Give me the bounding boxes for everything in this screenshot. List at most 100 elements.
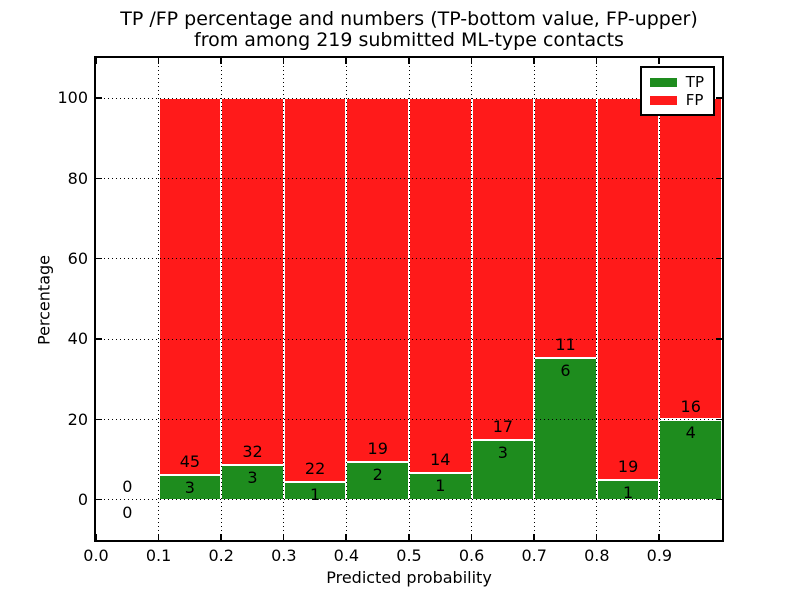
tp-bar-segment	[346, 461, 409, 500]
y-tick-label: 60	[67, 248, 88, 268]
fp-count-label: 17	[492, 416, 514, 436]
x-gridline	[158, 58, 160, 540]
legend-label-fp: FP	[685, 91, 704, 109]
y-tick-label: 20	[67, 409, 88, 429]
tp-count-label: 4	[685, 422, 696, 442]
fp-count-label: 22	[304, 459, 326, 479]
x-tick-label: 0.8	[584, 546, 610, 565]
x-tick-label: 0.2	[208, 546, 234, 565]
x-tick-mark	[470, 534, 473, 540]
fp-bar-segment	[596, 98, 660, 480]
x-tick-mark	[95, 58, 97, 64]
x-tick-label: 0.4	[333, 546, 360, 565]
y-tick-label: 40	[67, 329, 88, 349]
legend: TP FP	[639, 66, 715, 116]
fp-bar-segment	[346, 98, 409, 462]
y-tick-mark	[716, 338, 722, 340]
x-tick-mark	[345, 58, 347, 64]
x-tick-mark	[282, 58, 285, 64]
fp-bar-segment	[471, 98, 535, 440]
y-tick-label: 0	[77, 489, 88, 509]
x-tick-mark	[408, 534, 410, 540]
x-tick-label: 0.9	[646, 546, 673, 565]
y-tick-mark	[716, 498, 722, 501]
x-tick-mark	[595, 58, 598, 64]
x-gridline	[220, 58, 222, 540]
bar-count-labels-layer: 0 0 45 3 32 3 22 1 19 2 14 1 17 3 11 6 19 1 16 4	[96, 58, 722, 540]
x-gridline	[345, 58, 347, 540]
fp-bar-segment	[221, 98, 284, 466]
grid-layer	[96, 58, 722, 540]
fp-bar-segment	[409, 98, 472, 474]
x-tick-label: 0.5	[396, 546, 422, 565]
tp-count-label: 1	[310, 485, 321, 505]
x-tick-mark	[157, 534, 160, 540]
y-tick-mark	[716, 97, 722, 99]
fp-count-label: 19	[617, 456, 639, 476]
y-tick-mark	[96, 97, 102, 99]
x-tick-mark	[157, 58, 160, 64]
x-gridline	[471, 58, 473, 540]
tp-count-label: 1	[435, 476, 446, 496]
x-gridline	[658, 58, 660, 540]
x-tick-label: 0.0	[83, 546, 109, 565]
tp-count-label: 3	[184, 477, 195, 497]
legend-swatch-fp-icon	[649, 95, 677, 105]
y-tick-mark	[96, 418, 102, 420]
chart-title: TP /FP percentage and numbers (TP-bottom…	[120, 9, 698, 51]
x-gridline	[283, 58, 285, 540]
y-tick-mark	[716, 177, 722, 179]
y-tick-mark	[96, 257, 102, 260]
x-tick-mark	[95, 534, 97, 540]
x-gridline	[596, 58, 598, 540]
y-tick-mark	[716, 418, 722, 420]
tp-bar-segment	[221, 465, 284, 500]
fp-bar-segment	[158, 98, 222, 475]
tp-bar-segment	[534, 358, 597, 500]
x-tick-label: 0.3	[271, 546, 297, 565]
fp-count-label: 11	[555, 335, 576, 355]
y-tick-mark	[96, 177, 102, 179]
x-axis-label: Predicted probability	[326, 568, 492, 587]
x-tick-mark	[220, 58, 222, 64]
tp-bar-segment	[596, 479, 660, 500]
x-tick-label: 0.7	[521, 546, 547, 565]
tp-count-label: 6	[560, 361, 571, 381]
x-tick-mark	[658, 58, 660, 64]
y-tick-mark	[96, 498, 102, 501]
legend-swatch-tp-icon	[649, 77, 677, 87]
y-tick-mark	[96, 338, 102, 340]
tp-bar-segment	[659, 419, 722, 500]
tp-count-label: 2	[372, 464, 383, 484]
x-tick-mark	[282, 534, 285, 540]
fp-count-label: 0	[122, 476, 133, 496]
fp-count-label: 45	[179, 451, 201, 471]
x-tick-label: 0.1	[145, 546, 172, 565]
x-gridline	[408, 58, 410, 540]
tp-bar-segment	[158, 474, 222, 500]
bars-layer	[96, 58, 722, 540]
y-tick-mark	[716, 257, 722, 260]
fp-bar-segment	[283, 98, 347, 483]
tp-bar-segment	[283, 482, 347, 500]
tp-count-label: 1	[623, 482, 634, 502]
x-tick-mark	[533, 58, 535, 64]
legend-entry-tp: TP	[649, 73, 704, 91]
x-tick-mark	[658, 534, 660, 540]
tp-count-label: 0	[122, 502, 133, 522]
legend-entry-fp: FP	[649, 91, 704, 109]
y-tick-label: 100	[57, 88, 88, 108]
fp-count-label: 14	[430, 450, 451, 470]
plot-area: 0 0 45 3 32 3 22 1 19 2 14 1 17 3 11 6 19 1 16 4 TP FP	[94, 56, 724, 542]
x-tick-mark	[220, 534, 222, 540]
legend-label-tp: TP	[685, 73, 704, 91]
tp-bar-segment	[471, 439, 535, 500]
fp-count-label: 19	[367, 438, 388, 458]
x-tick-mark	[470, 58, 473, 64]
fp-count-label: 16	[680, 396, 701, 416]
x-gridline	[533, 58, 535, 540]
x-tick-mark	[345, 534, 347, 540]
chart-title-line2: from among 219 submitted ML-type contact…	[194, 29, 624, 51]
x-tick-mark	[533, 534, 535, 540]
